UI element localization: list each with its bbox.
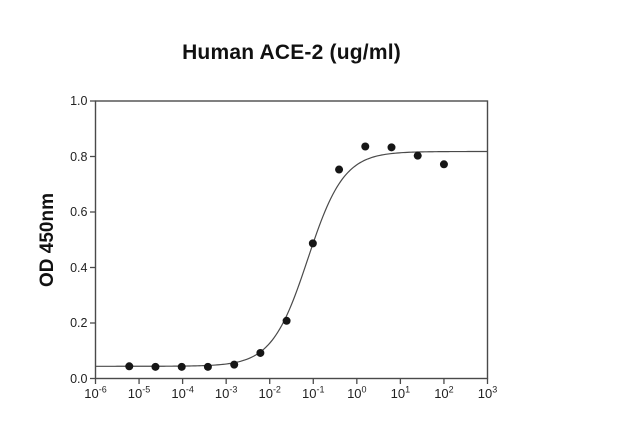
x-tick-label: 10-1 (302, 384, 325, 401)
chart-title: Human ACE-2 (ug/ml) (182, 41, 401, 64)
data-point (361, 142, 370, 151)
data-point (151, 362, 160, 371)
plot-box (94, 100, 489, 380)
x-tick-label: 10-4 (171, 384, 194, 401)
x-tick-label: 103 (477, 384, 498, 401)
data-point (335, 165, 344, 174)
data-point (125, 362, 134, 371)
x-tick-label: 10-2 (258, 384, 281, 401)
x-tick-label: 101 (390, 384, 411, 401)
data-point (230, 360, 239, 369)
y-tick-label: 1.0 (70, 94, 88, 108)
data-point (177, 362, 186, 371)
x-tick-label: 100 (347, 384, 367, 401)
data-point (308, 239, 317, 248)
x-tick-label: 102 (434, 384, 454, 401)
y-tick-label: 0.2 (70, 316, 88, 330)
fit-curve-line (95, 150, 488, 367)
y-tick-label: 0.6 (70, 205, 88, 219)
x-tick-label: 10-5 (127, 384, 151, 401)
x-tick-label: 10-6 (84, 384, 107, 401)
data-point (203, 362, 212, 371)
data-point (413, 151, 422, 160)
y-tick-label: 0.8 (70, 149, 88, 164)
y-tick-label: 0.4 (70, 260, 88, 275)
data-point (387, 143, 396, 152)
data-point (282, 316, 291, 325)
x-tick-label: 10-3 (214, 384, 238, 401)
data-point (256, 348, 265, 357)
data-point (439, 160, 448, 169)
y-tick-label: 0.0 (70, 371, 88, 386)
